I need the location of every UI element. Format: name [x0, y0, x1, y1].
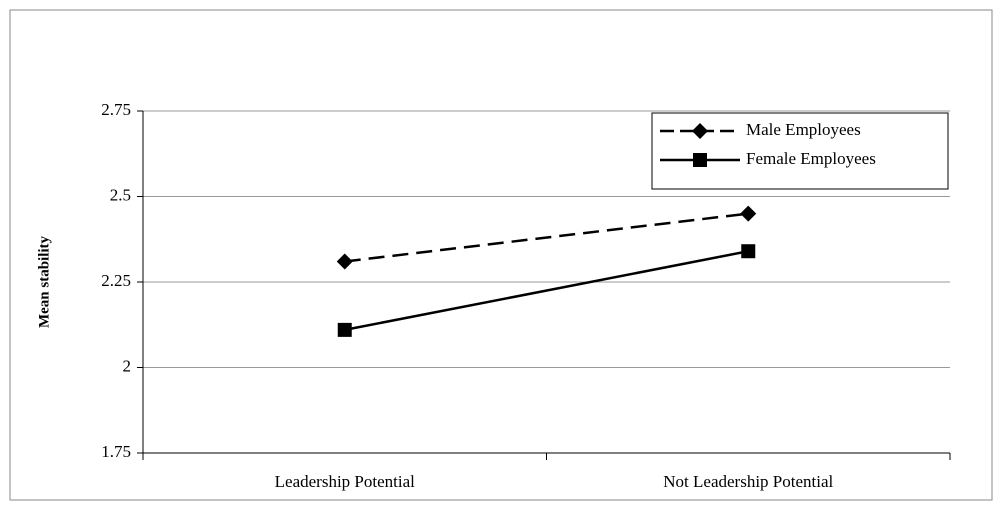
legend-label: Male Employees [746, 120, 861, 139]
chart-frame [9, 9, 993, 501]
marker [336, 253, 353, 270]
y-tick-label: 2.75 [101, 100, 131, 119]
marker [337, 322, 352, 337]
y-tick-label: 2.25 [101, 271, 131, 290]
y-axis-label: Mean stability [36, 235, 52, 328]
y-tick-label: 2.5 [110, 185, 131, 204]
marker [740, 205, 757, 222]
y-tick-label: 1.75 [101, 442, 131, 461]
x-tick-label: Not Leadership Potential [663, 472, 833, 491]
series-line [344, 212, 749, 263]
marker [741, 244, 756, 259]
y-tick-label: 2 [123, 356, 132, 375]
x-tick-label: Leadership Potential [275, 472, 415, 491]
legend-marker [693, 153, 707, 167]
legend-label: Female Employees [746, 149, 876, 168]
series-line [344, 249, 749, 332]
legend-marker [692, 123, 708, 139]
